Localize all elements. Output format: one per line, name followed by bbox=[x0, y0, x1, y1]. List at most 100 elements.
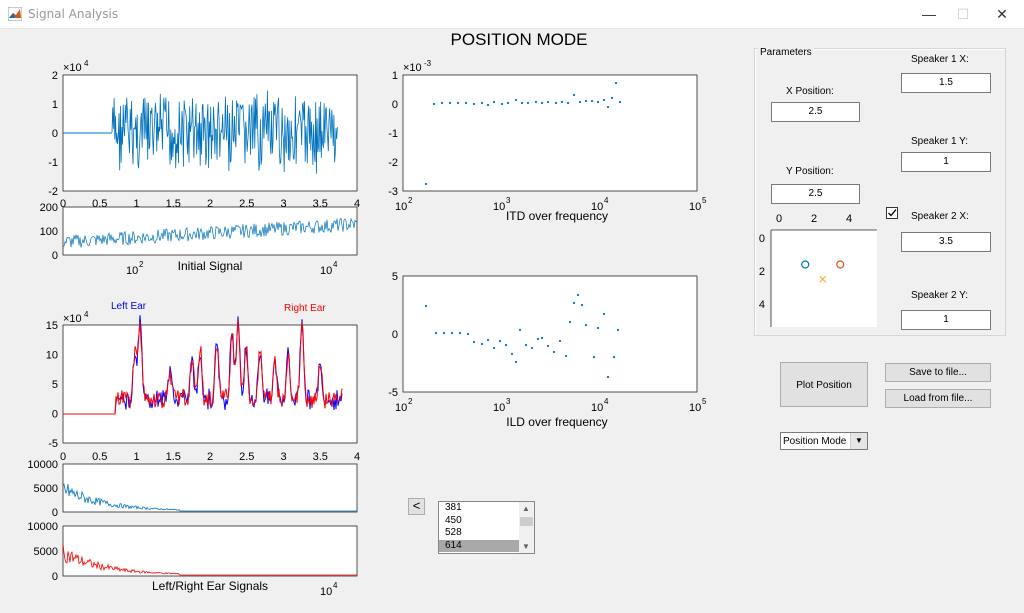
ytick-label: 4 bbox=[759, 299, 765, 311]
scroll-up-icon[interactable]: ▲ bbox=[522, 504, 530, 513]
mode-select[interactable]: Position Mode ▼ bbox=[780, 432, 868, 450]
scroll-thumb[interactable] bbox=[520, 517, 533, 526]
enable-checkbox[interactable] bbox=[886, 207, 898, 219]
ytick-label: -3 bbox=[388, 186, 398, 198]
left-spectrum-line bbox=[62, 483, 357, 512]
ild-point bbox=[530, 346, 534, 350]
chevron-down-icon[interactable]: ▼ bbox=[850, 433, 867, 449]
itd-point bbox=[614, 81, 618, 85]
listbox-item[interactable]: 450 bbox=[445, 514, 462, 526]
ytick-label: 5000 bbox=[34, 483, 58, 495]
ild-point bbox=[450, 331, 454, 335]
itd-point bbox=[480, 101, 484, 105]
xtick-label: 1.5 bbox=[166, 451, 181, 462]
right-spectrum-plot[interactable]: 10000 5000 0 Left/Right Ear Signals 10 4 bbox=[20, 520, 370, 613]
exponent-label: ×10 bbox=[63, 313, 82, 325]
scroll-down-icon[interactable]: ▼ bbox=[522, 542, 530, 551]
xtick-label: 10 bbox=[126, 265, 138, 277]
itd-point bbox=[578, 100, 582, 104]
ild-point bbox=[612, 355, 616, 359]
itd-point bbox=[596, 100, 600, 104]
load-from-file-button[interactable]: Load from file... bbox=[885, 389, 991, 408]
ytick-label: 1 bbox=[392, 70, 398, 82]
ild-point bbox=[616, 328, 620, 332]
listbox-item[interactable]: 381 bbox=[445, 502, 462, 513]
itd-point bbox=[424, 182, 428, 186]
ytick-label: 15 bbox=[46, 320, 58, 332]
right-ear-label: Right Ear bbox=[284, 303, 326, 314]
ild-point bbox=[466, 332, 470, 336]
ytick-label: 2 bbox=[52, 70, 58, 82]
xtick-label: 10 bbox=[395, 402, 407, 414]
xtick-label: 2 bbox=[207, 451, 213, 462]
itd-point bbox=[560, 100, 564, 104]
maximize-button[interactable]: ☐ bbox=[956, 6, 970, 22]
itd-point bbox=[606, 105, 610, 109]
ild-point bbox=[458, 331, 462, 335]
right-ear-line bbox=[63, 319, 343, 415]
position-plot[interactable]: 0 2 4 0 2 4 bbox=[755, 208, 880, 328]
ild-point bbox=[434, 331, 438, 335]
xtick-label: 10 bbox=[493, 201, 505, 213]
itd-point bbox=[464, 101, 468, 105]
initial-signal-waveform bbox=[111, 90, 338, 174]
listbox-scrollbar[interactable]: ▲ ▼ bbox=[519, 502, 534, 553]
ytick-label: 5 bbox=[52, 379, 58, 391]
ytick-label: 100 bbox=[40, 226, 58, 238]
speaker1-x-input[interactable]: 1.5 bbox=[901, 73, 991, 93]
xtick-power: 2 bbox=[408, 397, 413, 406]
speaker2-y-label: Speaker 2 Y: bbox=[911, 290, 969, 301]
ytick-label: 0 bbox=[52, 507, 58, 518]
prev-button[interactable]: < bbox=[408, 498, 425, 515]
xtick-label: 10 bbox=[689, 402, 701, 414]
xtick-power: 4 bbox=[604, 397, 609, 406]
ytick-label: 0 bbox=[392, 329, 398, 341]
ytick-label: 0 bbox=[759, 233, 765, 245]
xtick-label: 10 bbox=[320, 586, 332, 598]
y-position-input[interactable]: 2.5 bbox=[771, 184, 860, 204]
itd-point bbox=[590, 99, 594, 103]
xtick-label: 3 bbox=[280, 451, 286, 462]
speaker1-y-input[interactable]: 1 bbox=[901, 152, 991, 172]
speaker2-x-input[interactable]: 3.5 bbox=[901, 232, 991, 252]
close-button[interactable]: ✕ bbox=[996, 6, 1008, 22]
itd-point bbox=[610, 96, 614, 100]
itd-point bbox=[546, 100, 550, 104]
ild-point bbox=[602, 312, 606, 316]
xtick-power: 4 bbox=[333, 581, 338, 590]
ytick-label: 0 bbox=[52, 250, 58, 262]
ytick-label: 10000 bbox=[27, 521, 58, 533]
xtick-label: 0 bbox=[776, 213, 782, 225]
left-spectrum-plot[interactable]: 10000 5000 0 bbox=[20, 458, 370, 518]
xtick-power: 4 bbox=[333, 260, 338, 269]
ild-point bbox=[498, 339, 502, 343]
itd-point bbox=[486, 103, 490, 107]
initial-signal-plot[interactable]: ×10 4 210-1-2 0 0.5 1 1.5 2 2.5 3 3.5 4 bbox=[20, 58, 370, 210]
ild-point bbox=[584, 323, 588, 327]
listener-marker bbox=[819, 275, 827, 283]
ytick-label: -5 bbox=[48, 438, 58, 450]
listbox-item[interactable]: 614 bbox=[439, 539, 525, 552]
listbox-item[interactable]: 528 bbox=[445, 527, 462, 538]
matlab-icon bbox=[8, 7, 22, 21]
ild-point bbox=[564, 354, 568, 358]
xtick-label: 10 bbox=[493, 402, 505, 414]
ytick-label: -1 bbox=[388, 128, 398, 140]
xtick-label: 0.5 bbox=[92, 451, 107, 462]
speaker2-y-input[interactable]: 1 bbox=[901, 310, 991, 330]
ild-points bbox=[424, 293, 620, 379]
frequency-listbox[interactable]: 381 450 528 614 ▲ ▼ bbox=[438, 501, 535, 554]
ild-point bbox=[572, 301, 576, 305]
x-position-input[interactable]: 2.5 bbox=[771, 102, 860, 122]
ild-point bbox=[546, 344, 550, 348]
itd-point bbox=[432, 102, 436, 106]
minimize-button[interactable]: — bbox=[922, 6, 936, 22]
save-to-file-button[interactable]: Save to file... bbox=[885, 363, 991, 382]
plot-position-button[interactable]: Plot Position bbox=[780, 362, 868, 407]
itd-point bbox=[572, 93, 576, 97]
xtick-label: 4 bbox=[354, 451, 360, 462]
